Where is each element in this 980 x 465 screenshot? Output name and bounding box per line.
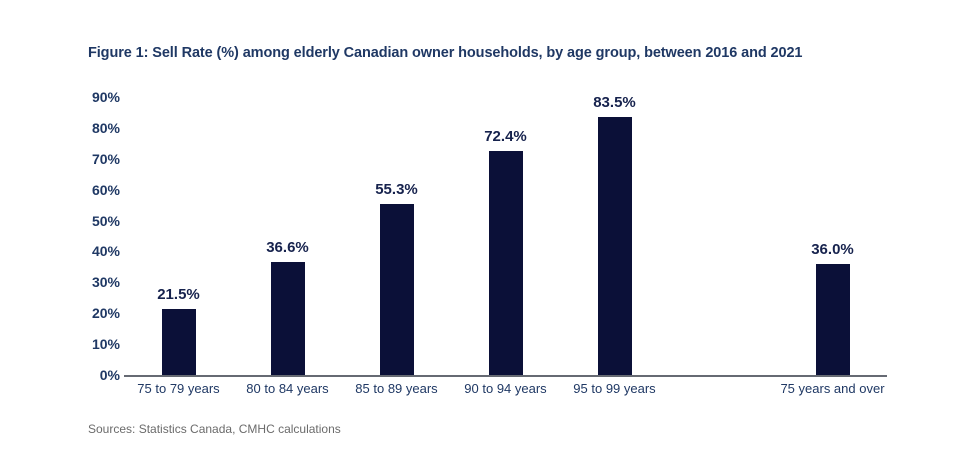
- bar-data-label: 36.6%: [266, 238, 309, 256]
- y-axis-tick-label: 40%: [91, 243, 120, 260]
- bar-data-label: 36.0%: [811, 240, 854, 258]
- x-axis-category-label: 95 to 99 years: [573, 381, 656, 396]
- figure-title: Figure 1: Sell Rate (%) among elderly Ca…: [88, 45, 803, 61]
- y-axis-tick-label: 50%: [91, 212, 120, 229]
- x-axis-category-label: 75 to 79 years: [137, 381, 220, 396]
- bar-data-label: 21.5%: [157, 285, 200, 303]
- bar: [597, 117, 632, 375]
- y-axis-tick-label: 90%: [91, 89, 120, 105]
- y-axis-tick-label: 20%: [91, 305, 120, 322]
- bar-data-label: 55.3%: [375, 181, 418, 199]
- plot-area: 21.5% 36.6% 55.3% 72.4% 83.5% 36.0%: [124, 89, 887, 377]
- bar-data-label: 83.5%: [593, 94, 636, 112]
- bar: [161, 308, 196, 375]
- bar: [379, 204, 414, 375]
- x-axis-category-label: 80 to 84 years: [246, 381, 329, 396]
- bar-data-label: 72.4%: [484, 128, 527, 146]
- bar: [270, 261, 305, 375]
- y-axis-tick-label: 80%: [91, 119, 120, 136]
- x-axis-category-label: 85 to 89 years: [355, 381, 438, 396]
- bar: [488, 151, 523, 375]
- y-axis-tick-label: 60%: [91, 181, 120, 198]
- y-axis-tick-label: 30%: [91, 274, 120, 291]
- y-axis-tick-label: 0%: [99, 367, 120, 383]
- y-axis-tick-label: 70%: [91, 150, 120, 167]
- y-axis-tick-label: 10%: [91, 336, 120, 353]
- bar: [815, 263, 850, 375]
- x-axis-category-label: 90 to 94 years: [464, 381, 547, 396]
- sources-note: Sources: Statistics Canada, CMHC calcula…: [88, 422, 341, 436]
- x-axis-category-label: 75 years and over: [780, 381, 885, 396]
